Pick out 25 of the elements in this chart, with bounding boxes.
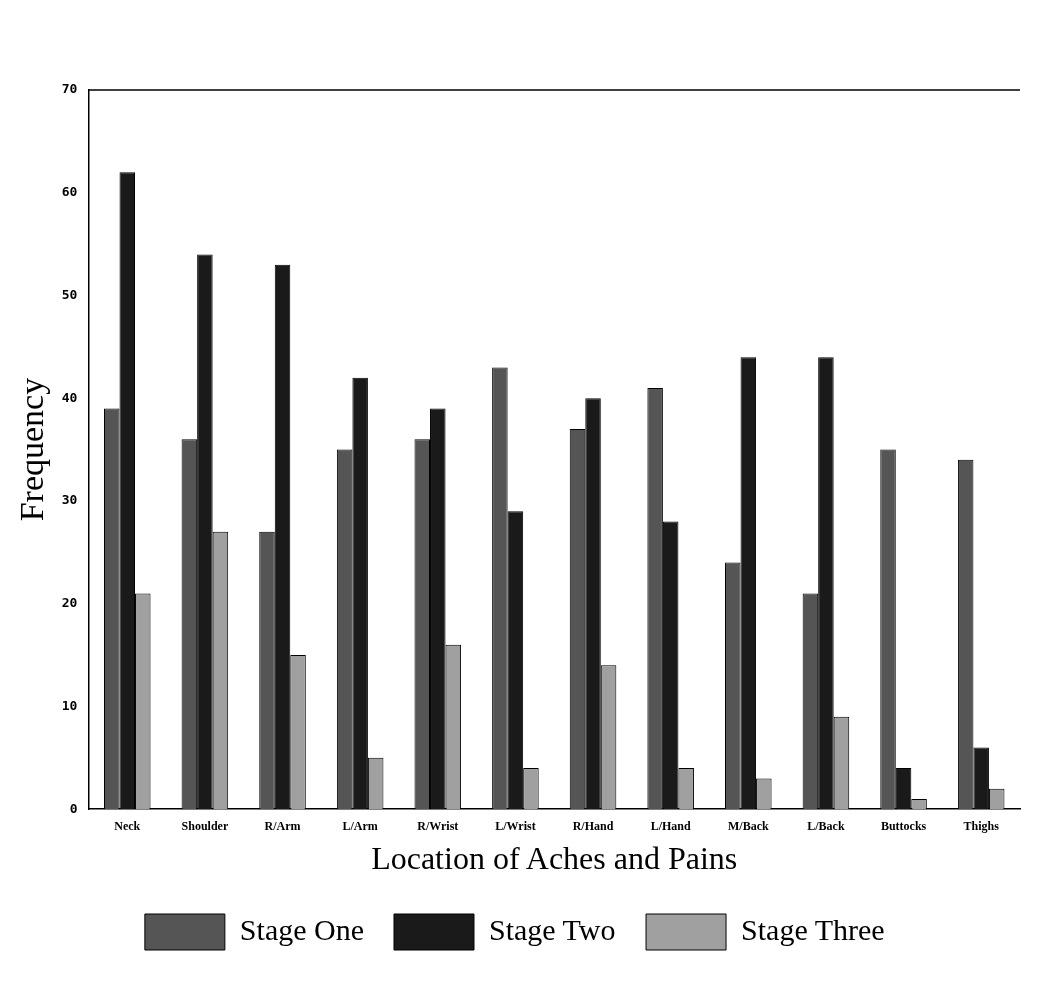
x-tick-label: Buttocks	[880, 819, 927, 834]
y-tick-label: 70	[61, 81, 78, 97]
x-tick-label: Thighs	[963, 819, 1000, 834]
x-tick-label: L/Arm	[342, 819, 378, 834]
legend-label: Stage Three	[741, 912, 885, 946]
y-tick-label: 40	[61, 389, 78, 405]
y-tick-label: 10	[61, 697, 78, 713]
x-tick-label: R/Wrist	[417, 819, 459, 834]
y-tick-label: 30	[61, 492, 78, 508]
x-tick-label: R/Hand	[572, 819, 614, 834]
x-tick-label: Shoulder	[181, 819, 229, 834]
x-tick-label: L/Back	[807, 819, 845, 834]
y-tick-label: 50	[61, 286, 78, 302]
y-axis-title: Frequency	[13, 377, 51, 522]
x-tick-label: L/Hand	[650, 819, 691, 834]
y-tick-label: 0	[69, 800, 78, 816]
y-tick-label: 60	[61, 184, 78, 200]
legend-label: Stage One	[239, 912, 364, 946]
x-tick-label: M/Back	[727, 819, 769, 834]
x-axis-title: Location of Aches and Pains	[371, 840, 738, 877]
legend-label: Stage Two	[488, 912, 616, 946]
x-tick-label: R/Arm	[264, 819, 301, 834]
x-tick-label: Neck	[114, 819, 141, 834]
x-tick-label: L/Wrist	[495, 819, 536, 834]
y-tick-label: 20	[61, 595, 78, 611]
